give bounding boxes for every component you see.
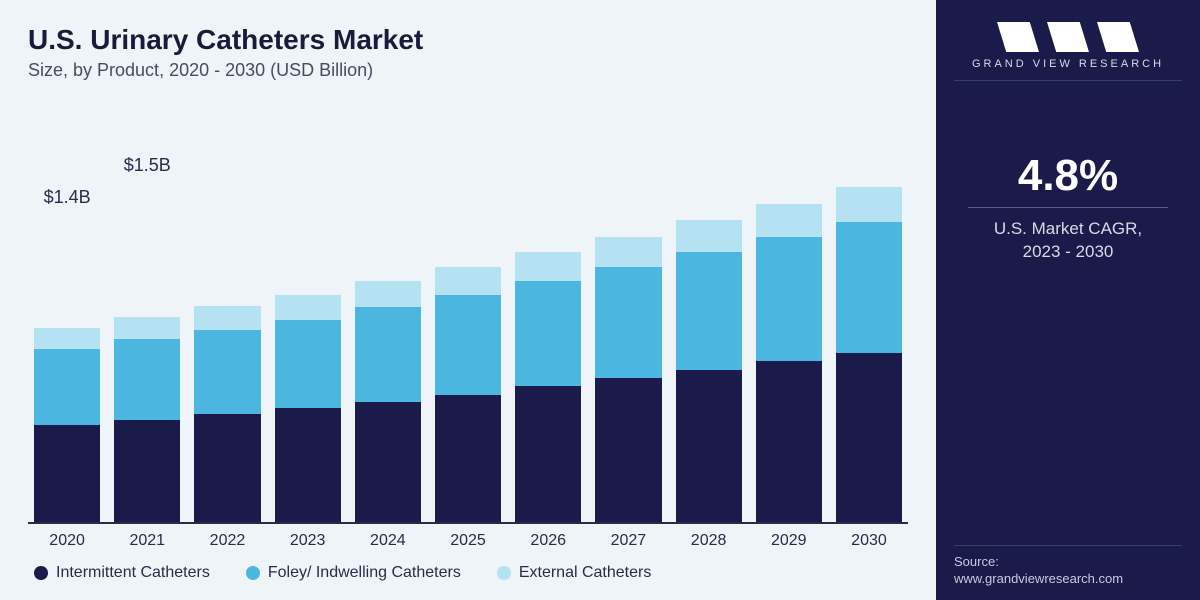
bar-group: $1.4B xyxy=(34,99,100,522)
bar-segment xyxy=(756,204,822,237)
legend-label: Intermittent Catheters xyxy=(56,564,210,582)
legend-label: Foley/ Indwelling Catheters xyxy=(268,564,461,582)
x-tick: 2025 xyxy=(435,532,501,550)
bar-segment xyxy=(435,267,501,295)
brand-text: GRAND VIEW RESEARCH xyxy=(972,58,1164,70)
bar-segment xyxy=(355,402,421,522)
chart-title: U.S. Urinary Catheters Market xyxy=(28,24,908,56)
bar-segment xyxy=(355,281,421,307)
chart-subtitle: Size, by Product, 2020 - 2030 (USD Billi… xyxy=(28,60,908,81)
bar-stack xyxy=(756,204,822,522)
x-tick: 2027 xyxy=(595,532,661,550)
x-tick: 2026 xyxy=(515,532,581,550)
bar-segment xyxy=(595,378,661,522)
bar-group xyxy=(194,99,260,522)
x-tick: 2020 xyxy=(34,532,100,550)
brand-logo-icon xyxy=(997,22,1139,52)
x-tick: 2022 xyxy=(194,532,260,550)
x-tick: 2030 xyxy=(836,532,902,550)
cagr-label: U.S. Market CAGR, 2023 - 2030 xyxy=(994,218,1142,264)
bar-group xyxy=(756,99,822,522)
legend-swatch-icon xyxy=(246,566,260,580)
bar-stack xyxy=(836,187,902,522)
bar-segment xyxy=(194,330,260,414)
legend-item: External Catheters xyxy=(497,564,652,582)
value-label: $1.5B xyxy=(124,155,171,176)
bar-group xyxy=(595,99,661,522)
x-axis: 2020 2021 2022 2023 2024 2025 2026 2027 2028 2029… xyxy=(28,524,908,550)
legend-item: Intermittent Catheters xyxy=(34,564,210,582)
bar-group xyxy=(836,99,902,522)
bar-segment xyxy=(756,361,822,522)
main-panel: U.S. Urinary Catheters Market Size, by P… xyxy=(0,0,936,600)
bar-segment xyxy=(836,353,902,522)
bar-group xyxy=(275,99,341,522)
bar-group xyxy=(676,99,742,522)
source-label: Source: xyxy=(954,554,1182,569)
bar-stack xyxy=(355,281,421,522)
bar-segment xyxy=(275,320,341,409)
bar-segment xyxy=(676,252,742,370)
bar-stack xyxy=(114,317,180,522)
x-tick: 2028 xyxy=(676,532,742,550)
bar-segment xyxy=(515,252,581,281)
bar-segment xyxy=(435,295,501,395)
bar-segment xyxy=(194,306,260,330)
bar-segment xyxy=(114,339,180,419)
bar-segment xyxy=(275,295,341,320)
bar-segment xyxy=(194,414,260,522)
bar-group xyxy=(435,99,501,522)
bar-stack xyxy=(595,237,661,522)
bar-stack xyxy=(194,306,260,522)
x-tick: 2024 xyxy=(355,532,421,550)
cagr-value: 4.8% xyxy=(1018,151,1118,201)
bar-group xyxy=(355,99,421,522)
bar-group xyxy=(515,99,581,522)
bar-segment xyxy=(836,222,902,354)
legend-swatch-icon xyxy=(497,566,511,580)
cagr-label-line1: U.S. Market CAGR, xyxy=(994,218,1142,241)
bar-segment xyxy=(355,307,421,401)
side-panel: GRAND VIEW RESEARCH 4.8% U.S. Market CAG… xyxy=(936,0,1200,600)
bar-segment xyxy=(275,408,341,522)
bar-segment xyxy=(34,328,100,349)
bar-segment xyxy=(756,237,822,362)
legend-label: External Catheters xyxy=(519,564,652,582)
bar-segment xyxy=(34,349,100,425)
x-tick: 2021 xyxy=(114,532,180,550)
bar-segment xyxy=(114,420,180,522)
bar-segment xyxy=(676,220,742,252)
bar-segment xyxy=(836,187,902,222)
bar-segment xyxy=(515,281,581,386)
value-label: $1.4B xyxy=(44,187,91,208)
bar-segment xyxy=(34,425,100,522)
legend-item: Foley/ Indwelling Catheters xyxy=(246,564,461,582)
bar-stack xyxy=(435,267,501,522)
source-value: www.grandviewresearch.com xyxy=(954,571,1182,586)
bar-segment xyxy=(595,267,661,378)
bar-segment xyxy=(595,237,661,267)
source-block: Source: www.grandviewresearch.com xyxy=(954,545,1182,586)
brand-divider xyxy=(954,80,1182,81)
bar-stack xyxy=(275,295,341,522)
bar-stack xyxy=(34,328,100,522)
x-tick: 2029 xyxy=(756,532,822,550)
cagr-label-line2: 2023 - 2030 xyxy=(994,241,1142,264)
bar-stack xyxy=(515,252,581,522)
bar-stack xyxy=(676,220,742,522)
cagr-divider xyxy=(968,207,1168,208)
x-tick: 2023 xyxy=(275,532,341,550)
bar-group: $1.5B xyxy=(114,99,180,522)
bar-segment xyxy=(435,395,501,522)
chart-area: $1.4B $1.5B xyxy=(28,99,908,524)
bar-segment xyxy=(515,386,581,522)
legend: Intermittent Catheters Foley/ Indwelling … xyxy=(28,550,908,582)
bar-segment xyxy=(676,370,742,522)
legend-swatch-icon xyxy=(34,566,48,580)
bar-segment xyxy=(114,317,180,339)
